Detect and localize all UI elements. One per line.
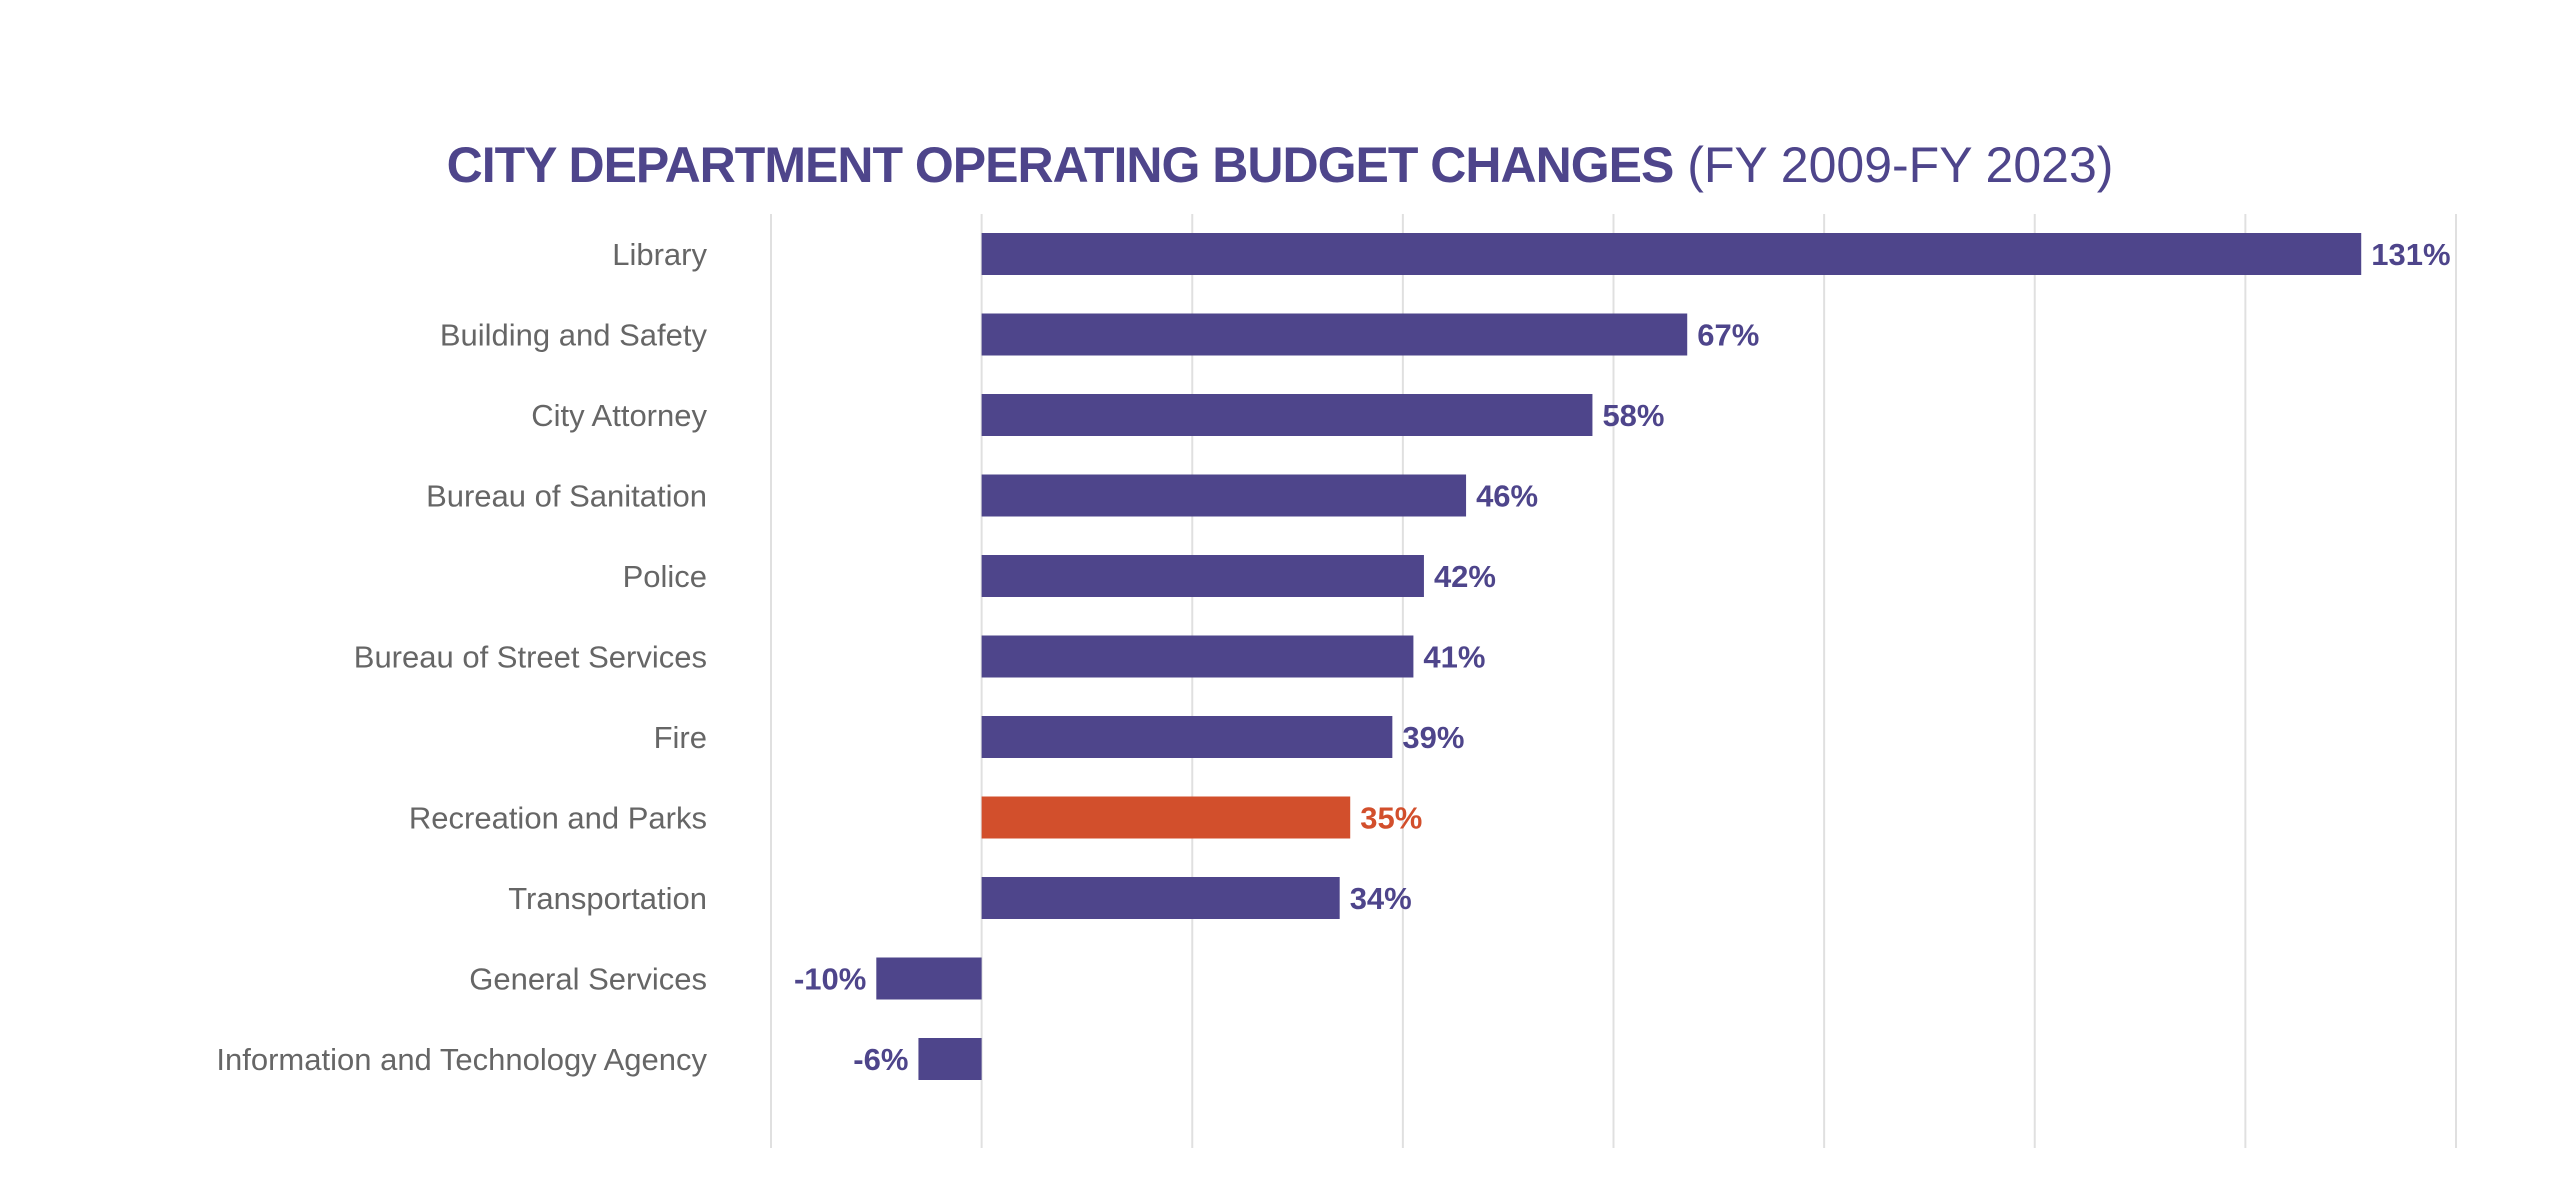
bar — [981, 635, 1414, 678]
category-label: Bureau of Street Services — [354, 640, 707, 675]
chart-title: CITY DEPARTMENT OPERATING BUDGET CHANGES… — [0, 136, 2560, 194]
category-label: Information and Technology Agency — [216, 1042, 707, 1077]
data-label: 41% — [1423, 640, 1485, 675]
bar — [876, 957, 982, 1000]
data-label: -6% — [853, 1042, 908, 1077]
title-subtitle: (FY 2009-FY 2023) — [1687, 137, 2114, 193]
data-label: 42% — [1434, 559, 1496, 594]
category-label: Police — [623, 559, 707, 594]
bar — [981, 474, 1467, 517]
data-label: 58% — [1602, 398, 1664, 433]
data-label: 34% — [1350, 881, 1412, 916]
category-label: General Services — [469, 962, 707, 997]
data-label: 67% — [1697, 318, 1759, 353]
data-label: 46% — [1476, 479, 1538, 514]
data-label: 131% — [2371, 237, 2450, 272]
category-label: Recreation and Parks — [409, 801, 707, 836]
bar — [981, 233, 2362, 275]
title-main: CITY DEPARTMENT OPERATING BUDGET CHANGES — [446, 137, 1675, 193]
category-label: Fire — [654, 720, 707, 755]
bar — [981, 716, 1393, 758]
category-label: Bureau of Sanitation — [426, 479, 707, 514]
bar — [981, 877, 1340, 919]
data-label: 39% — [1402, 720, 1464, 755]
data-label: 35% — [1360, 801, 1422, 836]
bar — [918, 1038, 982, 1080]
category-label: Transportation — [508, 881, 707, 916]
bar — [981, 796, 1351, 839]
category-label: Library — [612, 237, 707, 272]
category-label: Building and Safety — [440, 318, 708, 353]
data-label: -10% — [794, 962, 866, 997]
bar — [981, 394, 1593, 436]
category-label: City Attorney — [531, 398, 707, 433]
bar — [981, 555, 1424, 597]
bar — [981, 313, 1688, 356]
